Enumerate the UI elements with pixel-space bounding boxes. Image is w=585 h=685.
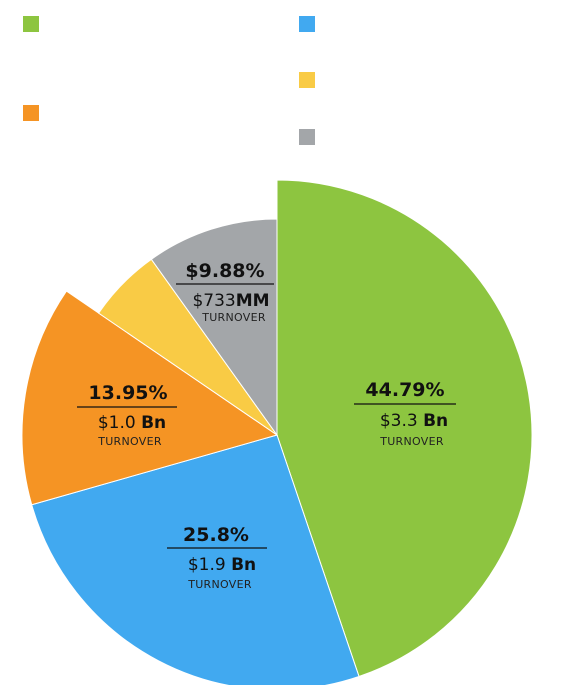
slice-label-orange: 13.95% $1.0 Bn TURNOVER (77, 382, 177, 448)
slice-percent: 13.95% (88, 382, 167, 404)
chart-legend (0, 0, 585, 170)
legend-swatch (23, 16, 39, 32)
legend-swatch (23, 105, 39, 121)
legend-swatch (299, 16, 315, 32)
pie-slice-gray[interactable] (150, 218, 278, 437)
pie-slice-blue[interactable] (31, 434, 360, 685)
slice-amount: $733MM (192, 291, 269, 311)
slice-caption: TURNOVER (187, 578, 252, 591)
slice-caption: TURNOVER (97, 435, 162, 448)
legend-item-gray[interactable] (299, 129, 323, 145)
legend-item-orange[interactable] (23, 105, 47, 121)
slice-label-green: 44.79% $3.3 Bn TURNOVER (354, 379, 456, 448)
legend-item-blue[interactable] (299, 16, 323, 32)
slice-amount: $1.0 Bn (98, 413, 166, 433)
pie-slices (21, 179, 533, 685)
legend-swatch (299, 72, 315, 88)
slice-percent: 25.8% (183, 524, 249, 546)
slice-label-gray: $9.88% $733MM TURNOVER (176, 260, 274, 324)
slice-amount: $1.9 Bn (188, 555, 256, 575)
pie-slice-green[interactable] (276, 179, 533, 678)
slice-percent: $9.88% (185, 260, 264, 282)
legend-item-green[interactable] (23, 16, 47, 32)
slice-amount: $3.3 Bn (380, 411, 448, 431)
slice-label-blue: 25.8% $1.9 Bn TURNOVER (167, 524, 267, 591)
legend-swatch (299, 129, 315, 145)
slice-percent: 44.79% (365, 379, 444, 401)
slice-caption: TURNOVER (201, 311, 266, 324)
legend-item-yellow[interactable] (299, 72, 323, 88)
slice-caption: TURNOVER (379, 435, 444, 448)
pie-slice-orange[interactable] (21, 290, 279, 506)
